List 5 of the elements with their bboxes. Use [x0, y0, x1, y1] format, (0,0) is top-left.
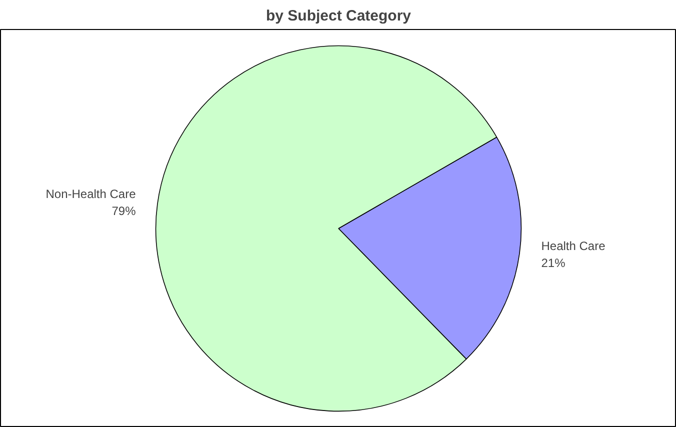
- data-label: 79%: [112, 204, 136, 218]
- data-label: 21%: [541, 256, 566, 270]
- chart-title: by Subject Category: [266, 8, 412, 24]
- slice-label: Non-Health Care: [46, 187, 136, 202]
- slice-label: Health Care: [541, 238, 606, 253]
